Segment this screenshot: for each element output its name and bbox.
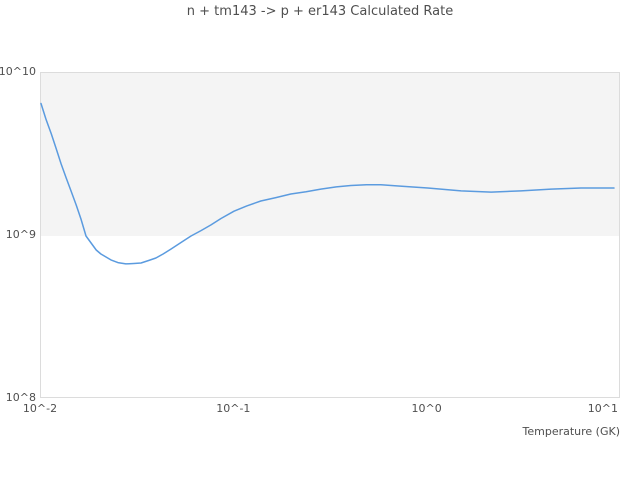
chart-title: n + tm143 -> p + er143 Calculated Rate xyxy=(186,4,454,19)
shaded-band xyxy=(41,73,619,236)
x-tick-label: 10^-1 xyxy=(216,402,251,415)
rate-curve-svg xyxy=(40,102,615,265)
y-tick-label: 10^8 xyxy=(5,391,36,404)
x-tick-label: 10^0 xyxy=(411,402,442,415)
x-tick-label: 10^1 xyxy=(587,402,618,415)
plot-area xyxy=(40,72,620,398)
y-tick-label: 10^10 xyxy=(0,65,36,78)
x-tick-label: 10^-2 xyxy=(22,402,58,415)
rate-line xyxy=(40,102,615,265)
y-tick-label: 10^9 xyxy=(5,228,36,241)
x-axis-title: Temperature (GK) xyxy=(522,425,621,438)
